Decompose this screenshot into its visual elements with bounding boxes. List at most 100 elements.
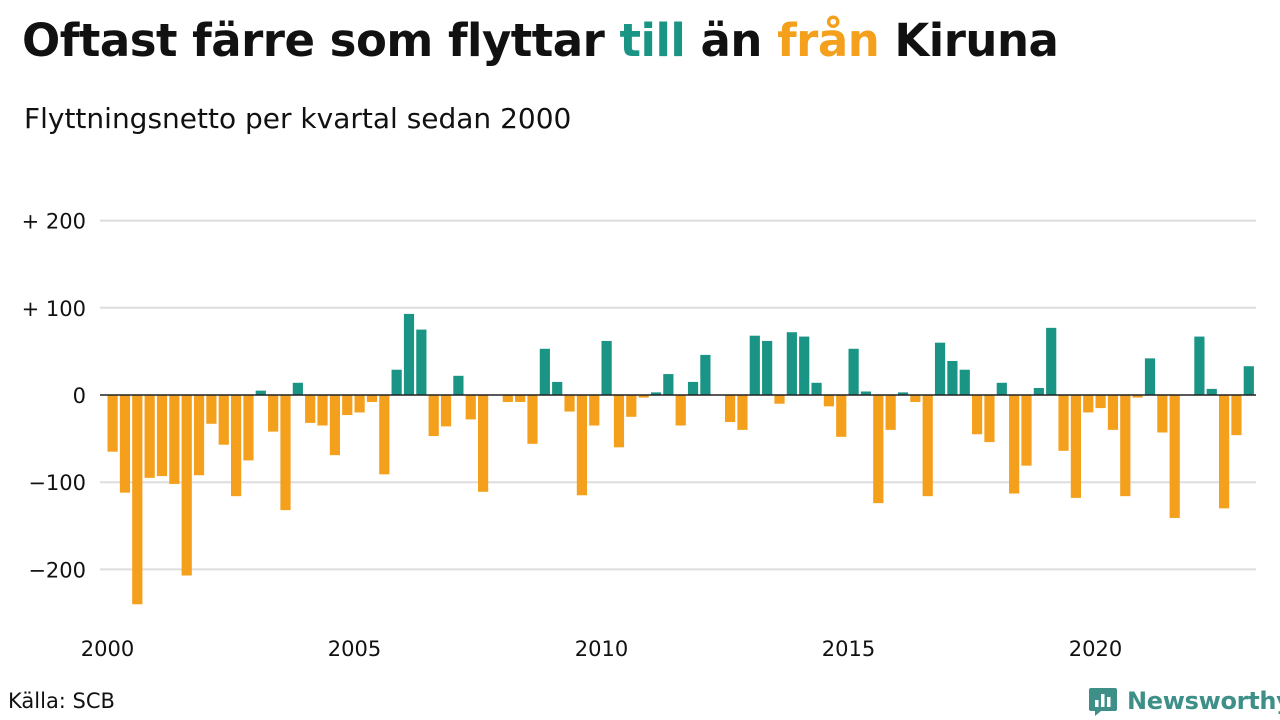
- bar-positive: [687, 381, 699, 395]
- bar-positive: [1194, 336, 1205, 395]
- bar-positive: [996, 382, 1007, 395]
- bar-negative: [206, 395, 217, 424]
- x-tick-label: 2000: [81, 637, 134, 661]
- bar-positive: [1046, 327, 1057, 395]
- y-tick-label: 0: [73, 384, 86, 408]
- bar-negative: [885, 395, 896, 430]
- bar-positive: [391, 369, 402, 395]
- brand-name: Newsworthy: [1127, 687, 1280, 715]
- bar-negative: [156, 395, 168, 477]
- bar-negative: [1070, 395, 1081, 498]
- y-axis-tick-labels: + 200 + 100 0 −100 −200: [22, 210, 86, 583]
- bar-positive: [539, 348, 550, 395]
- bar-negative: [638, 395, 649, 398]
- bar-negative: [440, 395, 452, 427]
- bar-positive: [762, 340, 773, 395]
- bar-positive: [292, 382, 303, 395]
- bar-positive: [552, 381, 563, 395]
- y-tick-label: + 100: [22, 297, 86, 321]
- brand[interactable]: Newsworthy: [1088, 684, 1280, 718]
- chart-subtitle: Flyttningsnetto per kvartal sedan 2000: [24, 102, 572, 135]
- source-note: Källa: SCB: [8, 689, 115, 713]
- bar-negative: [626, 395, 637, 417]
- bar-negative: [823, 395, 834, 407]
- bar-positive: [1243, 366, 1254, 395]
- bar-negative: [527, 395, 538, 444]
- bar-positive: [860, 391, 872, 395]
- bar-positive: [1144, 358, 1156, 395]
- bar-negative: [613, 395, 625, 448]
- bar-negative: [576, 395, 587, 496]
- bar-negative: [132, 395, 143, 605]
- bar-negative: [107, 395, 118, 452]
- bar-positive: [897, 392, 909, 395]
- bar-positive: [700, 354, 711, 395]
- bar-negative: [922, 395, 933, 497]
- bar-negative: [737, 395, 748, 430]
- net-migration-bar-chart: + 200 + 100 0 −100 −200 2000 2005 2010 2015 2020: [22, 210, 1256, 661]
- bar-positive: [453, 375, 464, 395]
- bar-negative: [589, 395, 600, 426]
- bar-negative: [675, 395, 686, 426]
- bar-negative: [836, 395, 847, 437]
- bar-negative: [366, 395, 378, 402]
- x-tick-label: 2010: [575, 637, 628, 661]
- x-axis-tick-labels: 2000 2005 2010 2015 2020: [81, 637, 1122, 661]
- bar-positive: [947, 360, 958, 395]
- bar-positive: [934, 342, 946, 395]
- bar-negative: [144, 395, 155, 478]
- bar-positive: [403, 313, 415, 395]
- chart-title: Oftast färre som flyttar till än från Ki…: [22, 14, 1059, 67]
- bars: [107, 313, 1254, 605]
- bar-positive: [749, 335, 760, 395]
- bar-negative: [1095, 395, 1106, 409]
- bar-positive: [799, 336, 810, 395]
- bar-negative: [243, 395, 254, 461]
- bar-negative: [774, 395, 785, 404]
- bar-negative: [1157, 395, 1168, 433]
- y-tick-label: + 200: [22, 210, 86, 234]
- bar-negative: [910, 395, 921, 402]
- bar-negative: [564, 395, 575, 412]
- bar-negative: [305, 395, 316, 423]
- bar-positive: [848, 348, 859, 395]
- title-fran-highlight: från: [777, 14, 880, 67]
- bar-negative: [725, 395, 736, 423]
- bar-negative: [478, 395, 489, 492]
- x-tick-label: 2020: [1069, 637, 1122, 661]
- bar-negative: [428, 395, 439, 436]
- bar-positive: [416, 329, 427, 395]
- bar-negative: [1058, 395, 1069, 451]
- bar-negative: [1021, 395, 1032, 466]
- bar-negative: [502, 395, 513, 402]
- bar-negative: [984, 395, 995, 443]
- bar-positive: [650, 392, 662, 395]
- bar-negative: [465, 395, 476, 420]
- bar-negative: [1120, 395, 1131, 497]
- bar-negative: [169, 395, 180, 484]
- bar-negative: [1231, 395, 1242, 436]
- bar-negative: [317, 395, 328, 426]
- bar-negative: [1132, 395, 1143, 398]
- bar-positive: [959, 369, 970, 395]
- title-till-highlight: till: [619, 14, 686, 67]
- bar-negative: [1169, 395, 1180, 518]
- bar-negative: [181, 395, 192, 576]
- bar-negative: [354, 395, 365, 413]
- bar-positive: [663, 374, 674, 395]
- x-tick-label: 2015: [822, 637, 875, 661]
- bar-negative: [280, 395, 291, 511]
- bar-negative: [1107, 395, 1119, 430]
- bar-negative: [329, 395, 340, 456]
- grid-lines: [100, 219, 1256, 571]
- newsworthy-logo-icon: [1089, 688, 1117, 716]
- bar-negative: [218, 395, 229, 445]
- bar-positive: [1206, 388, 1217, 395]
- x-tick-label: 2005: [328, 637, 381, 661]
- y-tick-label: −100: [28, 471, 86, 495]
- bar-negative: [379, 395, 390, 475]
- bar-negative: [1009, 395, 1020, 494]
- title-part-3: Kiruna: [879, 14, 1059, 67]
- title-part-1: Oftast färre som flyttar: [22, 14, 620, 67]
- bar-positive: [601, 340, 612, 395]
